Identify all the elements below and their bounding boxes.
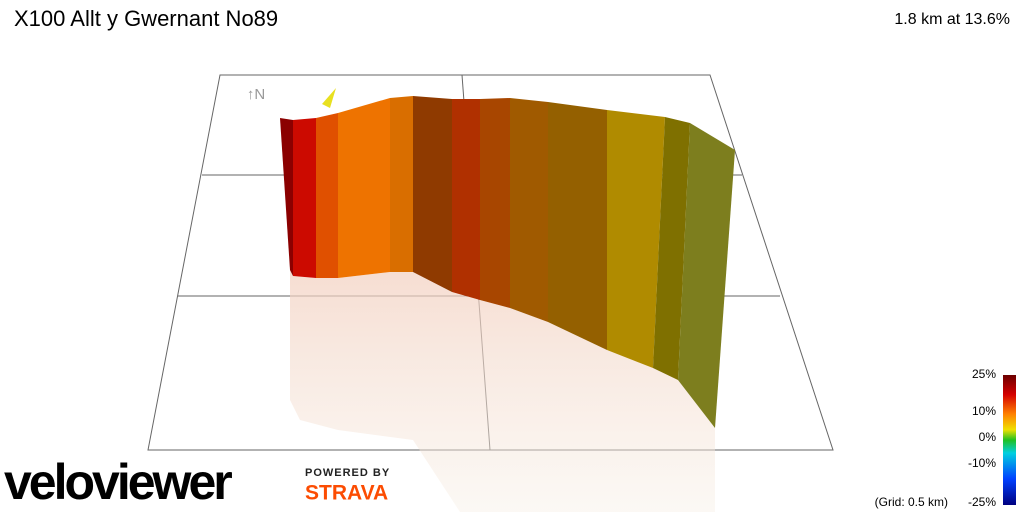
- compass: ↑N: [247, 86, 265, 103]
- powered-by: POWERED BY: [305, 467, 390, 479]
- legend-label: -25%: [968, 495, 996, 509]
- legend-label: 10%: [972, 404, 996, 418]
- logo: veloviewer: [4, 454, 232, 510]
- legend-label: 25%: [972, 367, 996, 381]
- legend-label: 0%: [979, 430, 997, 444]
- summary: 1.8 km at 13.6%: [894, 11, 1010, 28]
- strava-logo: STRAVA: [305, 482, 388, 505]
- grid-note: (Grid: 0.5 km): [875, 495, 948, 509]
- color-bar: [1003, 375, 1016, 505]
- legend-label: -10%: [968, 456, 996, 470]
- elevation-wall: [280, 88, 735, 428]
- reflection: [290, 270, 715, 512]
- title: X100 Allt y Gwernant No89: [14, 6, 278, 31]
